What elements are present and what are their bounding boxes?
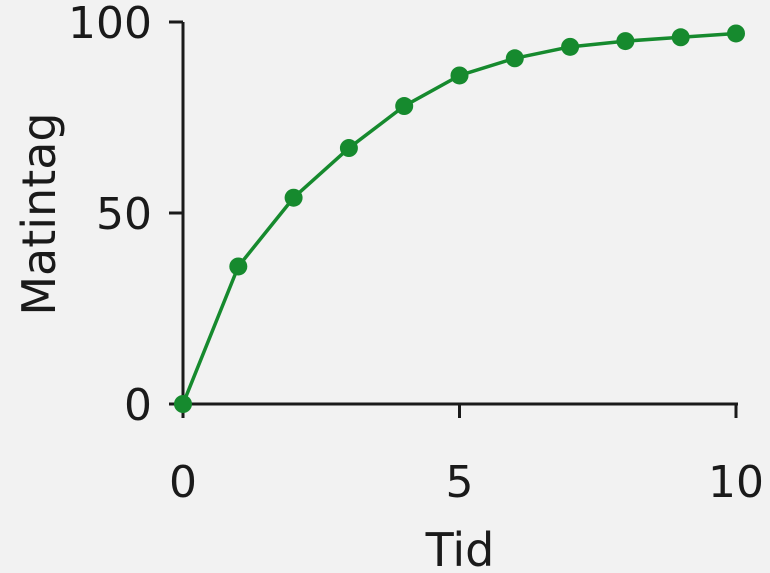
series-line (181, 31, 737, 405)
y-tick-label: 0 (124, 380, 152, 431)
data-point (727, 24, 745, 43)
series-layer (174, 24, 745, 413)
x-tick-label: 5 (446, 457, 474, 508)
y-axis-label: Matintag (12, 112, 66, 315)
data-point (229, 257, 248, 276)
data-point (671, 28, 690, 47)
x-tick-label: 10 (708, 457, 764, 508)
data-point (339, 139, 358, 158)
y-tick-label: 100 (68, 0, 152, 49)
data-point (450, 66, 469, 85)
x-tick-label: 0 (169, 457, 197, 508)
data-point (505, 49, 524, 68)
y-axis-ticks: 0 50 100 (68, 0, 183, 431)
y-tick-label: 50 (96, 189, 152, 240)
x-axis-ticks: 0 5 10 (169, 404, 764, 508)
data-point (174, 395, 192, 413)
data-point (284, 188, 303, 207)
x-axis-label: Tid (425, 523, 495, 573)
data-point (616, 32, 635, 51)
data-point (561, 37, 580, 56)
data-point (395, 97, 414, 116)
